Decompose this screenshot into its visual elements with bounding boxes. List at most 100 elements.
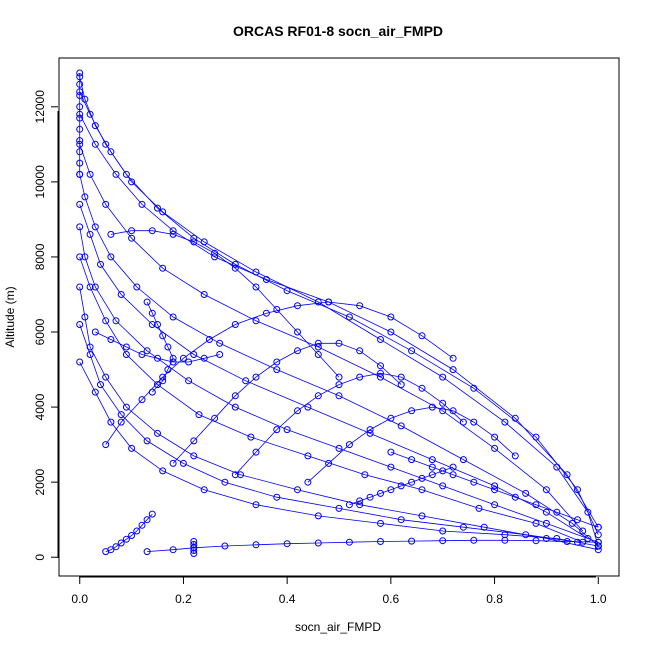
data-point xyxy=(439,399,447,407)
data-point xyxy=(91,388,99,396)
data-point xyxy=(568,519,576,527)
data-point xyxy=(428,471,436,479)
data-point xyxy=(397,482,405,490)
data-point xyxy=(273,426,281,434)
data-point xyxy=(91,122,99,130)
series-5 xyxy=(76,200,592,542)
data-point xyxy=(491,501,499,509)
series-line xyxy=(79,144,584,532)
series-0 xyxy=(76,73,602,550)
data-point xyxy=(76,170,84,178)
data-point xyxy=(459,456,467,464)
data-point xyxy=(262,276,270,283)
data-point xyxy=(91,283,99,291)
data-point xyxy=(138,396,146,404)
data-point xyxy=(231,403,239,411)
data-point xyxy=(397,422,405,430)
data-point xyxy=(159,467,167,475)
data-point xyxy=(522,489,530,497)
data-point xyxy=(345,501,353,509)
x-axis-label: socn_air_FMPD xyxy=(295,620,381,634)
data-point xyxy=(470,418,478,426)
series-line xyxy=(235,372,464,475)
data-point xyxy=(117,418,125,426)
data-point xyxy=(294,407,301,415)
data-point xyxy=(112,170,120,178)
data-point xyxy=(190,238,198,246)
data-point xyxy=(148,321,156,328)
y-tick-label: 4000 xyxy=(33,393,47,420)
data-point xyxy=(231,392,239,400)
series-12 xyxy=(169,339,405,467)
data-point xyxy=(304,403,312,411)
data-point xyxy=(76,80,84,88)
data-point xyxy=(159,208,167,216)
data-point xyxy=(408,537,416,545)
y-tick-label: 8000 xyxy=(33,243,47,270)
data-point xyxy=(76,69,84,77)
data-point xyxy=(128,178,136,186)
data-point xyxy=(532,537,540,545)
data-point xyxy=(314,539,322,547)
data-point xyxy=(81,313,89,321)
data-point xyxy=(76,253,84,261)
data-point xyxy=(439,537,447,545)
data-point xyxy=(76,159,84,167)
series-line xyxy=(79,286,599,551)
series-line xyxy=(105,301,454,445)
data-point xyxy=(491,486,499,494)
y-tick-label: 6000 xyxy=(33,318,47,345)
series-line xyxy=(79,256,583,543)
series-line xyxy=(79,91,599,535)
data-point xyxy=(314,339,322,347)
data-point xyxy=(216,339,224,347)
data-point xyxy=(522,531,530,539)
series-line xyxy=(95,331,220,363)
x-tick-label: 0.4 xyxy=(279,592,296,606)
data-point xyxy=(542,508,550,516)
data-point xyxy=(190,437,198,445)
data-point xyxy=(439,407,447,415)
series-line xyxy=(172,342,402,464)
data-point xyxy=(501,418,509,426)
data-point xyxy=(242,377,250,385)
data-point xyxy=(76,114,84,122)
data-point xyxy=(122,403,130,411)
data-point xyxy=(584,535,592,542)
data-point xyxy=(345,313,353,321)
data-point xyxy=(387,486,395,494)
data-point xyxy=(377,373,384,381)
data-point xyxy=(252,283,260,291)
data-point xyxy=(97,381,104,389)
data-point xyxy=(459,523,467,531)
data-point xyxy=(169,546,177,554)
data-point xyxy=(205,336,213,343)
data-point xyxy=(532,519,540,527)
data-point xyxy=(148,227,156,235)
series-11 xyxy=(102,298,457,449)
data-point xyxy=(190,234,198,242)
y-tick-label: 12000 xyxy=(33,90,47,124)
data-point xyxy=(294,486,301,494)
data-point xyxy=(563,471,571,479)
data-point xyxy=(449,463,457,471)
data-point xyxy=(273,493,281,501)
data-point xyxy=(128,532,136,539)
data-point xyxy=(542,486,550,494)
data-point xyxy=(387,463,395,471)
data-point xyxy=(102,441,110,449)
series-line xyxy=(79,226,599,543)
data-point xyxy=(190,538,198,545)
data-point xyxy=(594,523,602,531)
series-18 xyxy=(102,510,156,556)
data-point xyxy=(563,538,571,545)
data-point xyxy=(439,467,447,475)
data-point xyxy=(335,339,343,347)
data-point xyxy=(377,489,384,497)
data-point xyxy=(273,366,281,374)
data-point xyxy=(377,369,384,377)
series-line xyxy=(307,406,516,483)
data-point xyxy=(356,347,364,355)
data-point xyxy=(304,452,312,460)
data-point xyxy=(283,426,291,434)
